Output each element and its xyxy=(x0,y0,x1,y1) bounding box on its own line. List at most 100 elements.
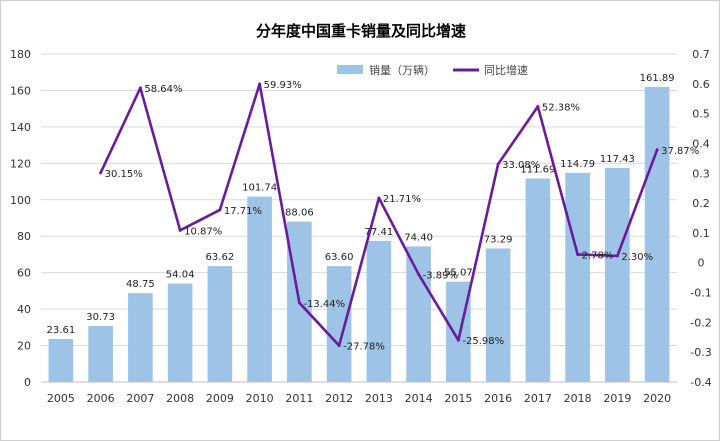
bar xyxy=(525,178,551,382)
left-tick-label: 0 xyxy=(24,376,31,389)
legend: 销量（万辆） 同比增速 xyxy=(337,63,528,77)
line-point xyxy=(218,208,222,212)
left-tick-label: 100 xyxy=(10,194,31,207)
right-tick-label: 0 xyxy=(698,257,705,270)
bar-data-label: 88.06 xyxy=(285,208,314,219)
x-tick-label: 2014 xyxy=(405,392,433,405)
right-tick-label: -0.1 xyxy=(690,287,711,300)
right-tick-label: -0.4 xyxy=(690,376,711,389)
line-point xyxy=(99,171,103,175)
line-series xyxy=(99,82,659,348)
line-data-label: -27.78% xyxy=(343,342,385,353)
line-data-label: 33.08% xyxy=(502,160,540,171)
line-point xyxy=(576,252,580,256)
line-data-label: 30.15% xyxy=(105,169,143,180)
legend-bar-label: 销量（万辆） xyxy=(369,63,435,77)
bar-data-label: 117.43 xyxy=(600,154,635,165)
line-point xyxy=(417,272,421,276)
bar xyxy=(207,266,233,382)
right-tick-label: -0.2 xyxy=(690,316,711,329)
line-data-label: 2.78% xyxy=(582,250,614,261)
bar-data-label: 161.89 xyxy=(640,73,675,84)
bar-data-label: 54.04 xyxy=(166,270,195,281)
x-tick-label: 2018 xyxy=(564,392,592,405)
line-point xyxy=(456,338,460,342)
line-data-label: -3.89% xyxy=(423,270,458,281)
bar xyxy=(565,172,590,382)
left-tick-label: 180 xyxy=(10,48,31,61)
x-tick-label: 2019 xyxy=(603,392,631,405)
bar-data-label: 63.62 xyxy=(206,252,235,263)
line-data-label: -25.98% xyxy=(462,336,504,347)
left-tick-label: 160 xyxy=(10,84,31,97)
bar xyxy=(406,246,431,382)
bar-data-label: 114.79 xyxy=(560,159,595,170)
left-tick-label: 140 xyxy=(10,121,31,134)
right-tick-label: 0.2 xyxy=(692,197,710,210)
legend-line-label: 同比增速 xyxy=(484,63,528,77)
line-point xyxy=(615,254,619,258)
line-point xyxy=(337,344,341,348)
bar xyxy=(485,248,511,382)
right-tick-label: 0.5 xyxy=(692,108,710,121)
x-tick-label: 2009 xyxy=(206,392,234,405)
bar xyxy=(644,87,670,383)
line-data-label: 21.71% xyxy=(383,194,421,205)
line-data-label: 10.87% xyxy=(184,226,222,237)
x-tick-label: 2008 xyxy=(166,392,194,405)
legend-bar-swatch xyxy=(337,65,363,74)
bar-data-label: 63.60 xyxy=(325,252,354,263)
x-tick-label: 2012 xyxy=(325,392,353,405)
bar xyxy=(326,266,352,382)
bar xyxy=(605,168,630,382)
line-data-label: -13.44% xyxy=(303,299,345,310)
line-point xyxy=(297,301,301,305)
line-point xyxy=(496,162,500,166)
x-tick-label: 2017 xyxy=(524,392,552,405)
x-tick-label: 2013 xyxy=(365,392,393,405)
line-data-label: 59.93% xyxy=(264,80,302,91)
line-point xyxy=(536,105,540,109)
bar-data-labels: 23.61 30.73 48.75 54.04 63.62 101.74 88.06 63.6… xyxy=(47,73,675,336)
right-tick-label: 0.3 xyxy=(692,167,710,180)
line-data-labels: 30.15% 58.64% 10.87%17.71% 59.93% -13.44% -27… xyxy=(105,80,700,353)
line-point xyxy=(655,148,659,152)
x-axis-ticks: 2005 2006 2007 2008 2009 2010 2011 2012 2013 2014… xyxy=(41,381,677,405)
right-tick-label: 0.1 xyxy=(692,227,710,240)
x-tick-label: 2020 xyxy=(643,392,671,405)
x-tick-label: 2015 xyxy=(444,392,472,405)
bar-data-label: 48.75 xyxy=(126,279,155,290)
bar xyxy=(88,326,113,382)
bar-data-label: 77.41 xyxy=(365,227,394,238)
line-point xyxy=(178,228,182,232)
x-tick-label: 2016 xyxy=(484,392,512,405)
line-point xyxy=(258,82,262,86)
x-tick-label: 2011 xyxy=(285,392,313,405)
right-tick-label: 0.4 xyxy=(692,137,710,150)
left-tick-label: 40 xyxy=(17,303,31,316)
line-data-label: 17.71% xyxy=(224,206,262,217)
bar-data-label: 30.73 xyxy=(86,312,115,323)
bar xyxy=(167,283,193,382)
x-tick-label: 2006 xyxy=(87,392,115,405)
line-data-label: 52.38% xyxy=(542,103,580,114)
right-axis-ticks: -0.4 -0.3 -0.2 -0.1 0 0.1 0.2 0.3 0.4 0.5 0.6 0.7 xyxy=(690,48,711,389)
bar-data-label: 74.40 xyxy=(404,232,433,243)
x-tick-label: 2010 xyxy=(246,392,274,405)
left-tick-label: 120 xyxy=(10,157,31,170)
right-tick-label: 0.6 xyxy=(692,78,710,91)
line-point xyxy=(377,196,381,200)
line-data-label: 37.87% xyxy=(661,146,699,157)
bar-data-label: 111.69 xyxy=(520,164,555,175)
bar xyxy=(247,196,272,382)
line-data-label: 58.64% xyxy=(144,84,182,95)
left-tick-label: 60 xyxy=(17,267,31,280)
bar xyxy=(48,338,74,382)
left-tick-label: 80 xyxy=(17,230,31,243)
right-tick-label: -0.3 xyxy=(690,346,711,359)
left-tick-label: 20 xyxy=(17,340,31,353)
line-point xyxy=(138,86,142,90)
line-data-label: 2.30% xyxy=(621,252,653,263)
